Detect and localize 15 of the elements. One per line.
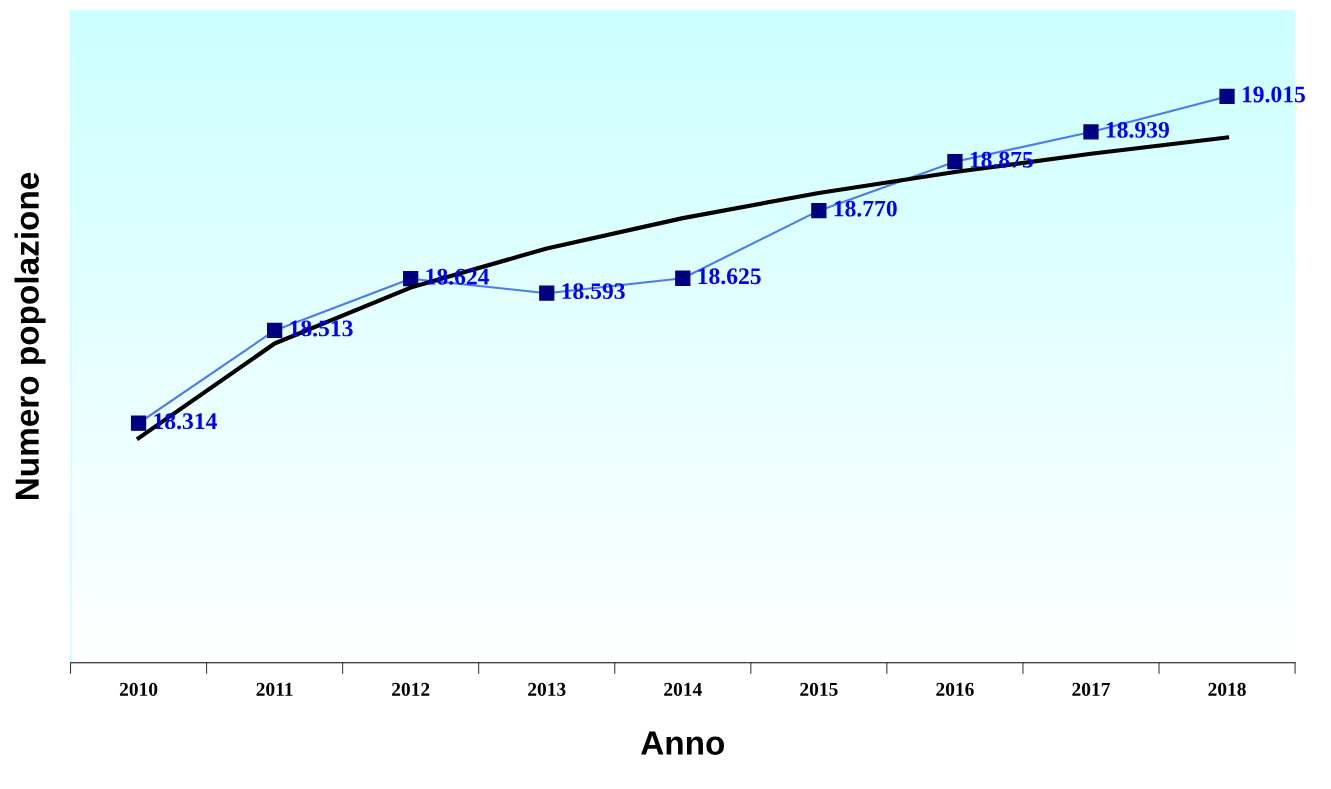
data-label: 18.939 — [1106, 121, 1169, 138]
x-tick-label: 2013 — [528, 682, 566, 696]
x-tick-label: 2011 — [256, 682, 293, 696]
x-tick-label: 2012 — [392, 682, 430, 696]
data-label: 18.625 — [698, 268, 761, 285]
x-tick-label: 2015 — [800, 682, 838, 696]
x-tick-label: 2016 — [936, 682, 974, 696]
x-tick-label: 2010 — [119, 682, 158, 696]
x-axis-title: Anno — [641, 731, 725, 755]
x-tick-label: 2018 — [1208, 682, 1246, 696]
data-label: 19.015 — [1242, 86, 1305, 103]
x-tick-label: 2017 — [1072, 682, 1110, 696]
data-label: 18.770 — [834, 200, 897, 217]
y-axis-title: Numero popolazione — [14, 172, 46, 500]
x-tick-label: 2014 — [664, 682, 702, 696]
